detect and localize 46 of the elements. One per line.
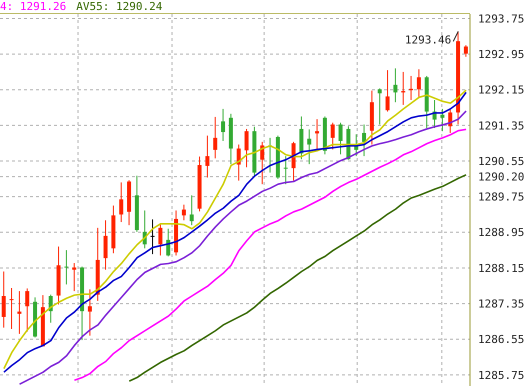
line-series — [74, 128, 467, 382]
candlestick — [2, 271, 6, 328]
y-tick-label: 1291.35 — [478, 119, 524, 132]
y-tick-label: 1290.20 — [478, 170, 524, 184]
candlestick — [221, 108, 226, 142]
y-tick-label: 1290.55 — [478, 154, 524, 168]
candlestick — [401, 71, 406, 106]
y-tick-label: 1289.75 — [478, 190, 524, 204]
candlestick — [213, 116, 218, 159]
candlestick — [17, 290, 22, 334]
candlestick — [104, 220, 108, 270]
candlestick — [158, 222, 162, 256]
y-tick-label: 1293.75 — [478, 12, 524, 26]
y-tick-label: 1292.95 — [478, 48, 524, 61]
candlestick — [25, 288, 30, 332]
candlestick — [464, 44, 468, 58]
candlestick — [205, 135, 210, 178]
candlestick — [386, 70, 390, 112]
candlestick — [64, 250, 68, 285]
candlestick — [378, 88, 382, 125]
candlestick — [330, 122, 335, 150]
candlestick — [10, 287, 14, 330]
y-tick-label: 1288.95 — [478, 226, 524, 240]
annotation: 1293.46 — [404, 33, 452, 46]
candlestick — [88, 288, 92, 336]
candlestick — [315, 118, 320, 150]
candlestick — [244, 128, 249, 168]
y-tick-label: 1286.55 — [478, 333, 524, 346]
candlestick — [338, 122, 343, 155]
candlestick — [150, 218, 155, 255]
line-series — [128, 174, 467, 382]
text: AV55: 1290.24 — [76, 0, 162, 13]
y-tick-label: 1287.35 — [478, 297, 524, 310]
candlestick — [440, 108, 444, 132]
candlestick — [190, 194, 194, 226]
candlestick — [182, 204, 186, 221]
candlestick — [119, 182, 124, 223]
y-tick-label: 1288.15 — [478, 262, 524, 275]
candlestick — [416, 68, 421, 99]
candlestick — [284, 156, 288, 185]
candlestick — [307, 128, 312, 165]
candlestick — [393, 68, 398, 103]
y-tick-label: 1292.15 — [478, 84, 524, 97]
y-tick-label: 1285.75 — [478, 368, 524, 382]
text: 4: 1291.26 — [0, 0, 66, 13]
candlestick — [362, 124, 366, 157]
